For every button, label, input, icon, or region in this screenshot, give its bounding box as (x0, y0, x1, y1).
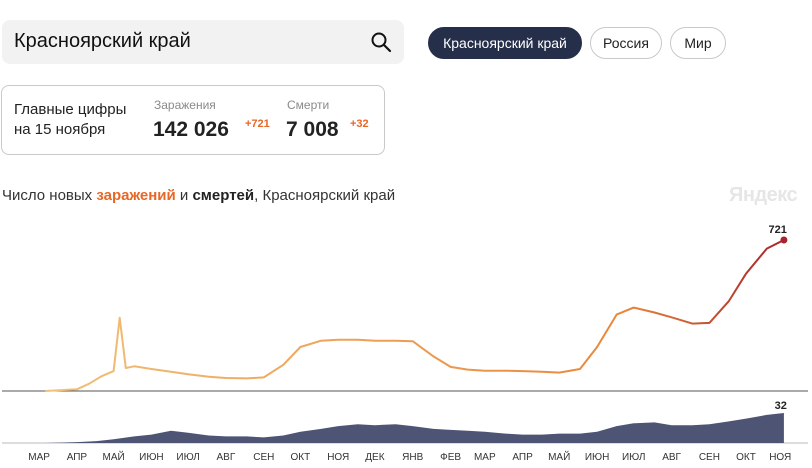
chart-title-suffix: , Красноярский край (254, 187, 396, 204)
x-tick-label: СЕН (699, 452, 720, 463)
cases-series-line (45, 239, 785, 392)
chart-title-cases: заражений (96, 187, 176, 204)
chart-title: Число новых заражений и смертей, Красноя… (2, 187, 395, 204)
x-tick-label: НОЯ (327, 452, 349, 463)
x-tick-label: ИЮН (139, 452, 164, 463)
chart-title-prefix: Число новых (2, 187, 97, 204)
x-tick-label: ДЕК (365, 452, 384, 463)
x-tick-label: МАР (28, 452, 50, 463)
tab-world[interactable]: Мир (670, 27, 726, 59)
summary-heading-date: на 15 ноября (14, 121, 106, 138)
infections-value: 142 026 (153, 118, 229, 141)
x-tick-label: АВГ (662, 452, 681, 463)
tab-russia[interactable]: Россия (590, 27, 662, 59)
deaths-delta: +32 (350, 118, 369, 130)
x-tick-label: ЯНВ (402, 452, 423, 463)
x-tick-label: НОЯ (769, 452, 791, 463)
x-tick-label: АПР (67, 452, 88, 463)
search-input[interactable]: Красноярский край (14, 30, 191, 52)
summary-card: Главные цифры на 15 ноября Заражения 142… (1, 85, 385, 155)
cases-last-point (780, 236, 788, 244)
x-tick-label: СЕН (253, 452, 274, 463)
x-tick-label: ИЮН (585, 452, 610, 463)
summary-heading-line1: Главные цифры (14, 101, 127, 118)
x-tick-label: МАР (474, 452, 496, 463)
deaths-series-area (45, 413, 784, 443)
search-icon[interactable] (370, 31, 392, 53)
chart-title-deaths: смертей (192, 187, 255, 204)
x-axis: МАР АПР МАЙ ИЮН ИЮЛ АВГ СЕН ОКТ НОЯ ДЕК ЯНВ ФЕВ МАР А… (28, 450, 791, 463)
deaths-value: 7 008 (286, 118, 339, 141)
tab-krasnoyarsk[interactable]: Красноярский край (428, 27, 582, 59)
yandex-watermark: Яндекс (729, 184, 798, 206)
deaths-last-label: 32 (775, 400, 787, 412)
x-tick-label: МАЙ (103, 450, 125, 463)
summary-heading: Главные цифры на 15 ноября (14, 100, 126, 140)
infections-label: Заражения (154, 98, 216, 112)
x-tick-label: АВГ (217, 452, 236, 463)
covid-chart: 721 32 МАР АПР МАЙ ИЮН ИЮЛ АВГ СЕН ОКТ НОЯ ДЕК ЯНВ… (2, 224, 808, 463)
x-tick-label: ФЕВ (440, 452, 461, 463)
search-field[interactable]: Красноярский край (2, 20, 404, 64)
infections-delta: +721 (245, 118, 270, 130)
x-tick-label: ОКТ (736, 452, 756, 463)
x-tick-label: МАЙ (548, 450, 570, 463)
deaths-label: Смерти (287, 98, 330, 112)
x-tick-label: ОКТ (291, 452, 311, 463)
x-tick-label: ИЮЛ (622, 452, 645, 463)
cases-last-label: 721 (769, 224, 787, 236)
x-tick-label: АПР (512, 452, 533, 463)
chart-title-middle: и (175, 187, 193, 204)
x-tick-label: ИЮЛ (176, 452, 199, 463)
